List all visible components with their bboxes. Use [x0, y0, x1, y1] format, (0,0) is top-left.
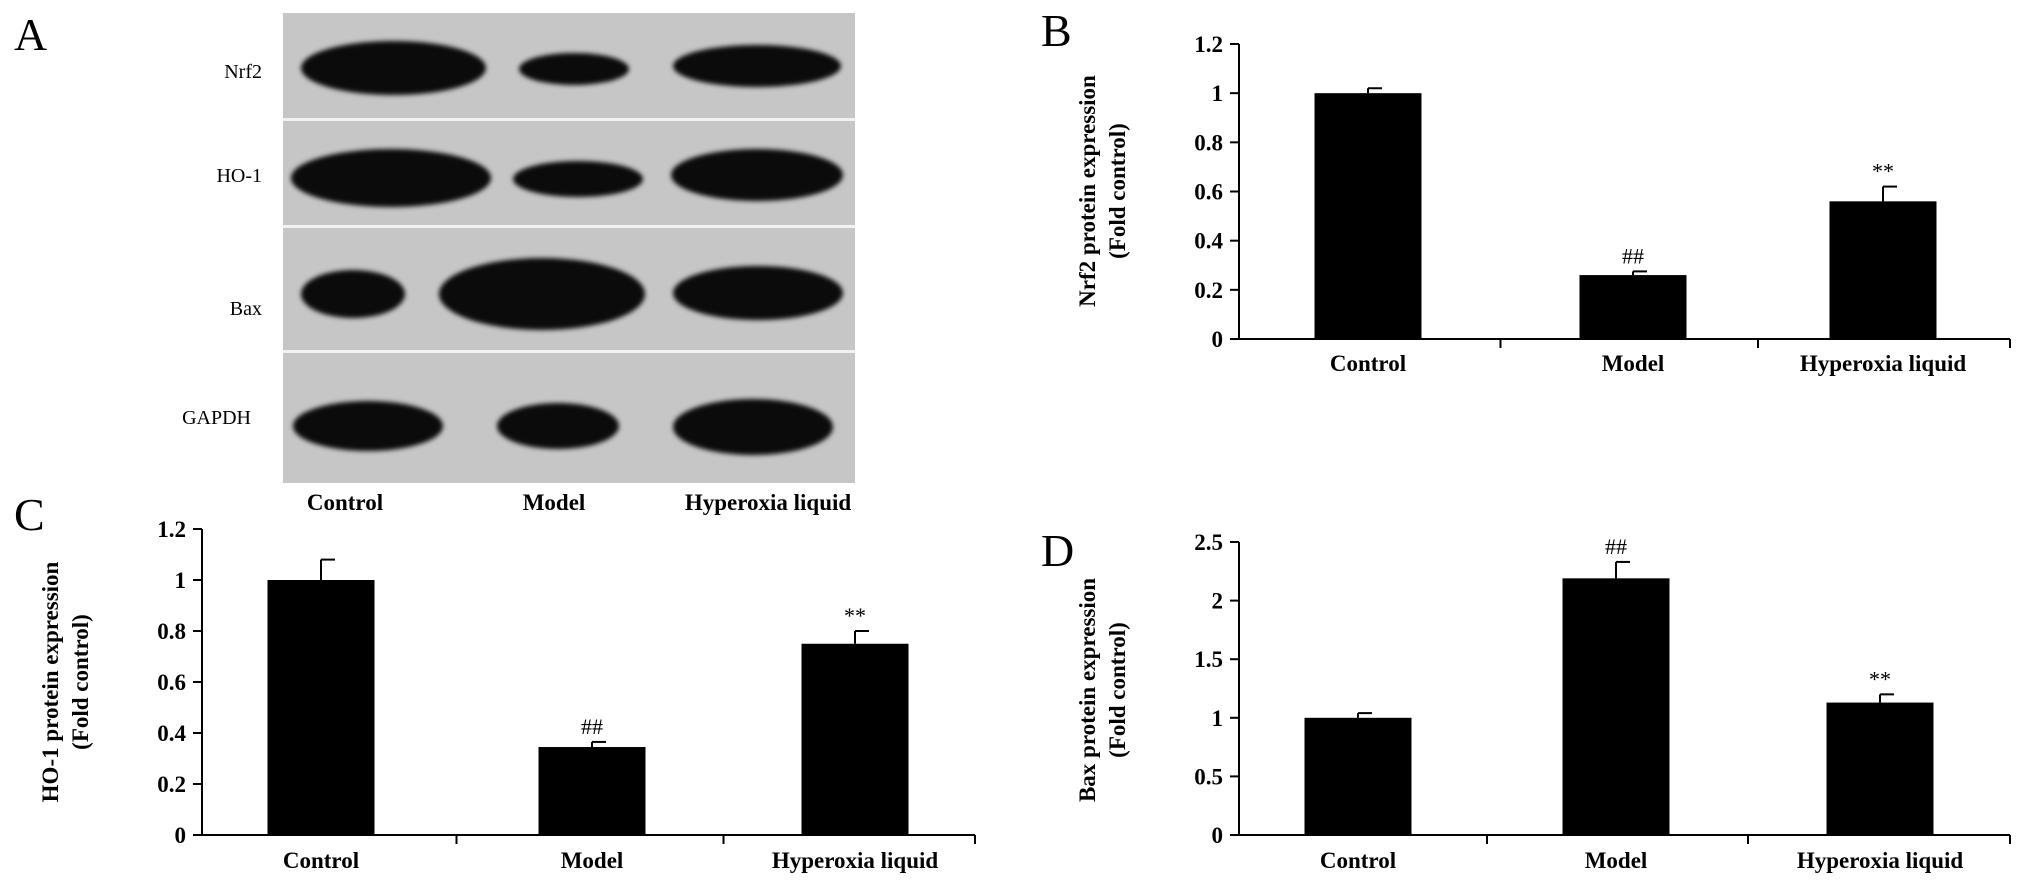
- category-label-1: Model: [561, 848, 624, 873]
- bar-2: [1826, 702, 1934, 835]
- band-nrf2-hyperoxia: [673, 45, 841, 87]
- bar-1: [1562, 578, 1670, 835]
- blot-lane-hyperoxia: Hyperoxia liquid: [684, 490, 852, 515]
- y-axis-label-line-1: (Fold control): [68, 614, 93, 750]
- category-label-2: Hyperoxia liquid: [772, 848, 939, 873]
- category-label-0: Control: [1330, 351, 1406, 376]
- category-label-0: Control: [1320, 848, 1396, 873]
- y-tick-label: 1.2: [157, 517, 186, 542]
- band-nrf2-model: [519, 53, 629, 85]
- y-tick-label: 0.4: [157, 721, 186, 746]
- y-tick-label: 0.6: [157, 670, 186, 695]
- category-label-2: Hyperoxia liquid: [1800, 351, 1967, 376]
- blot-strip-ho1: [283, 121, 855, 225]
- y-axis-label: Nrf2 protein expression (Fold control): [1075, 75, 1130, 307]
- bar-0: [1304, 717, 1412, 835]
- panel-letter-b: B: [1041, 5, 1072, 56]
- blot-strip-bax: [283, 228, 855, 350]
- panel-letter-d: D: [1041, 525, 1075, 576]
- y-axis-label: HO-1 protein expression (Fold control): [38, 561, 93, 802]
- y-tick-label: 0.8: [157, 619, 186, 644]
- band-bax-model: [439, 258, 645, 330]
- category-label-1: Model: [1585, 848, 1648, 873]
- blot-divider: [283, 225, 855, 228]
- y-tick-label: 1.5: [1194, 647, 1223, 672]
- significance-label-2: **: [844, 603, 866, 628]
- y-tick-label: 0: [175, 823, 187, 848]
- blot-divider: [283, 350, 855, 353]
- y-axis-label-line-0: Bax protein expression: [1075, 578, 1100, 802]
- significance-label-2: **: [1872, 159, 1894, 184]
- y-tick-label: 1: [175, 568, 187, 593]
- band-bax-control: [301, 270, 405, 318]
- blot-image: [283, 13, 855, 483]
- y-tick-label: 0.4: [1194, 229, 1223, 254]
- category-label-1: Model: [1602, 351, 1665, 376]
- blot-label-nrf2: Nrf2: [224, 61, 262, 83]
- y-axis-label-line-0: HO-1 protein expression: [38, 561, 63, 802]
- y-axis-label-line-0: Nrf2 protein expression: [1075, 75, 1100, 307]
- y-tick-label: 0.8: [1194, 130, 1223, 155]
- blot-lane-model: Model: [522, 490, 586, 515]
- bar-2: [801, 643, 909, 835]
- blot-label-bax: Bax: [229, 298, 262, 320]
- significance-label-1: ##: [1605, 534, 1627, 559]
- category-label-2: Hyperoxia liquid: [1797, 848, 1964, 873]
- band-ho1-control: [291, 149, 491, 207]
- bar-2: [1829, 201, 1937, 339]
- category-label-0: Control: [283, 848, 359, 873]
- y-tick-label: 1.2: [1194, 32, 1223, 57]
- y-tick-label: 0.2: [1194, 278, 1223, 303]
- significance-label-1: ##: [1622, 243, 1644, 268]
- y-tick-label: 0.2: [157, 772, 186, 797]
- y-tick-label: 0: [1212, 823, 1224, 848]
- band-ho1-hyperoxia: [671, 149, 843, 201]
- bar-1: [538, 747, 646, 835]
- band-ho1-model: [513, 161, 643, 197]
- chart-b: 0 0.2 0.4 0.6 0.8 1 1.2 Control ## Model ** Hyperox…: [1075, 32, 2011, 376]
- chart-c: 0 0.2 0.4 0.6 0.8 1 1.2 Control ## Model ** Hyperox…: [38, 517, 976, 873]
- band-nrf2-control: [301, 41, 486, 95]
- y-tick-label: 0.5: [1194, 764, 1223, 789]
- y-tick-label: 2: [1212, 589, 1224, 614]
- bar-0: [267, 580, 375, 835]
- y-axis-label-line-1: (Fold control): [1105, 622, 1130, 758]
- blot-label-ho1: HO-1: [216, 165, 262, 187]
- chart-d: 0 0.5 1 1.5 2 2.5 Control ## Model ** Hyperoxia li…: [1075, 530, 2011, 873]
- y-axis-label: Bax protein expression (Fold control): [1075, 578, 1130, 802]
- blot-lane-control: Control: [306, 490, 384, 515]
- band-gapdh-hyperoxia: [673, 399, 833, 455]
- y-tick-label: 1: [1212, 81, 1224, 106]
- panel-letter-a: A: [14, 9, 48, 60]
- y-tick-label: 1: [1212, 706, 1224, 731]
- bar-0: [1314, 93, 1422, 340]
- significance-label-1: ##: [581, 714, 603, 739]
- y-tick-label: 0: [1212, 327, 1224, 352]
- blot-strip-gapdh: [283, 353, 855, 483]
- significance-label-2: **: [1869, 666, 1891, 691]
- y-tick-label: 0.6: [1194, 180, 1223, 205]
- band-gapdh-model: [497, 403, 619, 449]
- blot-divider: [283, 118, 855, 121]
- band-gapdh-control: [293, 401, 443, 451]
- panel-letter-c: C: [14, 489, 45, 540]
- y-tick-label: 2.5: [1194, 530, 1223, 555]
- band-bax-hyperoxia: [673, 266, 843, 320]
- bar-1: [1579, 275, 1687, 339]
- blot-label-gapdh: GAPDH: [182, 407, 251, 429]
- blot-strip-nrf2: [283, 13, 855, 118]
- y-axis-label-line-1: (Fold control): [1105, 123, 1130, 259]
